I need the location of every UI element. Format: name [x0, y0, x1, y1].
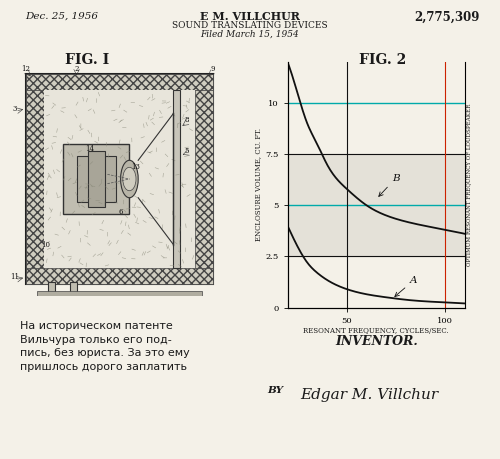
Text: FIG. I: FIG. I: [66, 53, 110, 67]
Bar: [37, 291, 202, 296]
Text: Filed March 15, 1954: Filed March 15, 1954: [200, 30, 300, 39]
Text: 12: 12: [22, 65, 30, 73]
Text: 2,775,309: 2,775,309: [414, 11, 480, 23]
Bar: [26, 73, 213, 90]
Text: Edgar M. Villchur: Edgar M. Villchur: [300, 388, 438, 402]
Bar: [196, 90, 213, 268]
Text: 8: 8: [184, 117, 189, 124]
Bar: [44, 90, 196, 268]
Text: 2: 2: [74, 65, 79, 73]
Ellipse shape: [123, 167, 136, 190]
Bar: [26, 73, 213, 284]
Text: 5: 5: [184, 147, 189, 155]
Text: 9: 9: [211, 65, 216, 73]
Text: 11: 11: [10, 273, 20, 281]
Text: 14: 14: [86, 145, 94, 152]
Text: 10: 10: [42, 241, 50, 249]
Text: BY: BY: [268, 386, 283, 395]
Text: INVENTOR.: INVENTOR.: [335, 335, 418, 348]
X-axis label: RESONANT FREQUENCY, CYCLES/SEC.: RESONANT FREQUENCY, CYCLES/SEC.: [304, 327, 449, 336]
Bar: [288, 154, 465, 257]
Bar: [76, 156, 116, 202]
Bar: [48, 282, 54, 296]
Text: A: A: [395, 276, 417, 297]
Bar: [88, 151, 105, 207]
Text: 3: 3: [13, 105, 17, 113]
Text: B: B: [379, 174, 400, 196]
Text: FIG. 2: FIG. 2: [359, 53, 406, 67]
Bar: [70, 282, 76, 296]
Text: Dec. 25, 1956: Dec. 25, 1956: [25, 11, 98, 21]
Ellipse shape: [120, 160, 138, 198]
Text: На историческом патенте
Вильчура только его под-
пись, без юриста. За это ему
пр: На историческом патенте Вильчура только …: [20, 321, 190, 372]
Y-axis label: ENCLOSURE VOLUME, CU. FT.: ENCLOSURE VOLUME, CU. FT.: [254, 128, 262, 241]
Bar: [64, 144, 130, 214]
Text: SOUND TRANSLATING DEVICES: SOUND TRANSLATING DEVICES: [172, 21, 328, 30]
Bar: [174, 90, 180, 268]
Bar: [26, 268, 213, 284]
Bar: [26, 90, 44, 268]
Y-axis label: OPTIMUM RESONANT FREQUENCY OF LOUDSPEAKER: OPTIMUM RESONANT FREQUENCY OF LOUDSPEAKE…: [466, 104, 471, 266]
Text: 6: 6: [118, 208, 123, 216]
Text: E M. VILLCHUR: E M. VILLCHUR: [200, 11, 300, 22]
Text: 13: 13: [132, 163, 140, 171]
